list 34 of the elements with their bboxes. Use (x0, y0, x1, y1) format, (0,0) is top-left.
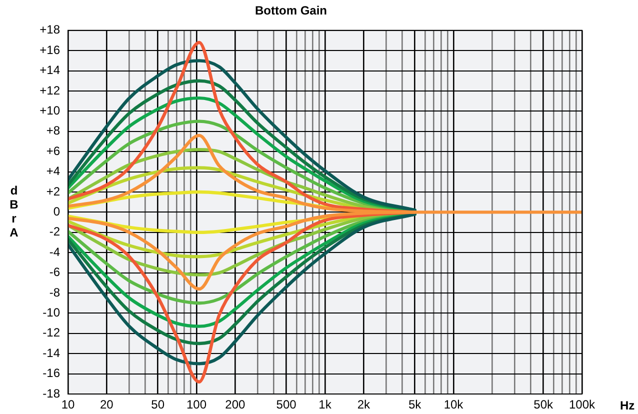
x-axis-title: Hz (620, 398, 635, 412)
x-tick-label: 2k (357, 398, 372, 412)
y-tick-label: +10 (40, 104, 60, 118)
y-tick-label: +4 (46, 164, 60, 178)
x-tick-label: 5k (408, 398, 422, 412)
x-tick-label: 1k (318, 398, 332, 412)
y-tick-label: -18 (42, 386, 60, 400)
y-tick-label: -12 (42, 326, 60, 340)
x-tick-label: 50k (534, 398, 554, 412)
x-tick-label: 20 (100, 398, 114, 412)
x-tick-label: 10 (61, 398, 75, 412)
y-tick-label: -14 (42, 346, 60, 360)
y-tick-label: -4 (49, 244, 60, 259)
x-tick-label: 10k (444, 398, 464, 412)
y-tick-label: +2 (46, 184, 60, 198)
y-tick-label: -16 (42, 366, 60, 380)
y-tick-label: +8 (46, 124, 60, 138)
y-tick-label: -10 (42, 306, 60, 320)
x-tick-label: 100k (568, 398, 596, 412)
y-tick-label: +6 (46, 144, 60, 158)
y-tick-label: +14 (40, 63, 60, 78)
y-tick-label: +18 (40, 22, 60, 37)
x-tick-label: 200 (225, 398, 246, 412)
y-tick-label: -8 (49, 285, 60, 300)
y-tick-label: +12 (40, 83, 60, 98)
chart-title: Bottom Gain (255, 4, 327, 18)
y-axis-title: dBrA (10, 184, 19, 240)
y-tick-label: -2 (49, 224, 60, 239)
x-tick-label: 500 (276, 398, 297, 412)
y-tick-label: +16 (40, 42, 60, 57)
y-tick-label: -6 (49, 265, 60, 280)
x-tick-label: 50 (151, 398, 165, 412)
x-tick-label: 100 (186, 398, 207, 412)
y-tick-label: 0 (53, 204, 60, 219)
